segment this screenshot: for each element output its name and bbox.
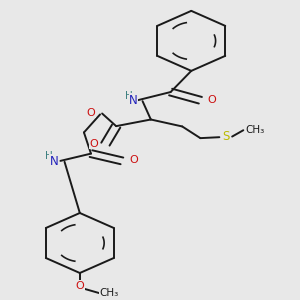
Text: H: H: [45, 152, 53, 161]
Text: CH₃: CH₃: [245, 125, 265, 135]
Text: H: H: [125, 91, 132, 101]
Text: N: N: [129, 94, 138, 107]
Text: O: O: [87, 108, 95, 118]
Text: O: O: [89, 139, 98, 148]
Text: O: O: [76, 280, 85, 291]
Text: CH₃: CH₃: [100, 288, 119, 298]
Text: O: O: [207, 94, 216, 105]
Text: O: O: [129, 155, 138, 165]
Text: N: N: [50, 155, 58, 168]
Text: S: S: [223, 130, 230, 143]
